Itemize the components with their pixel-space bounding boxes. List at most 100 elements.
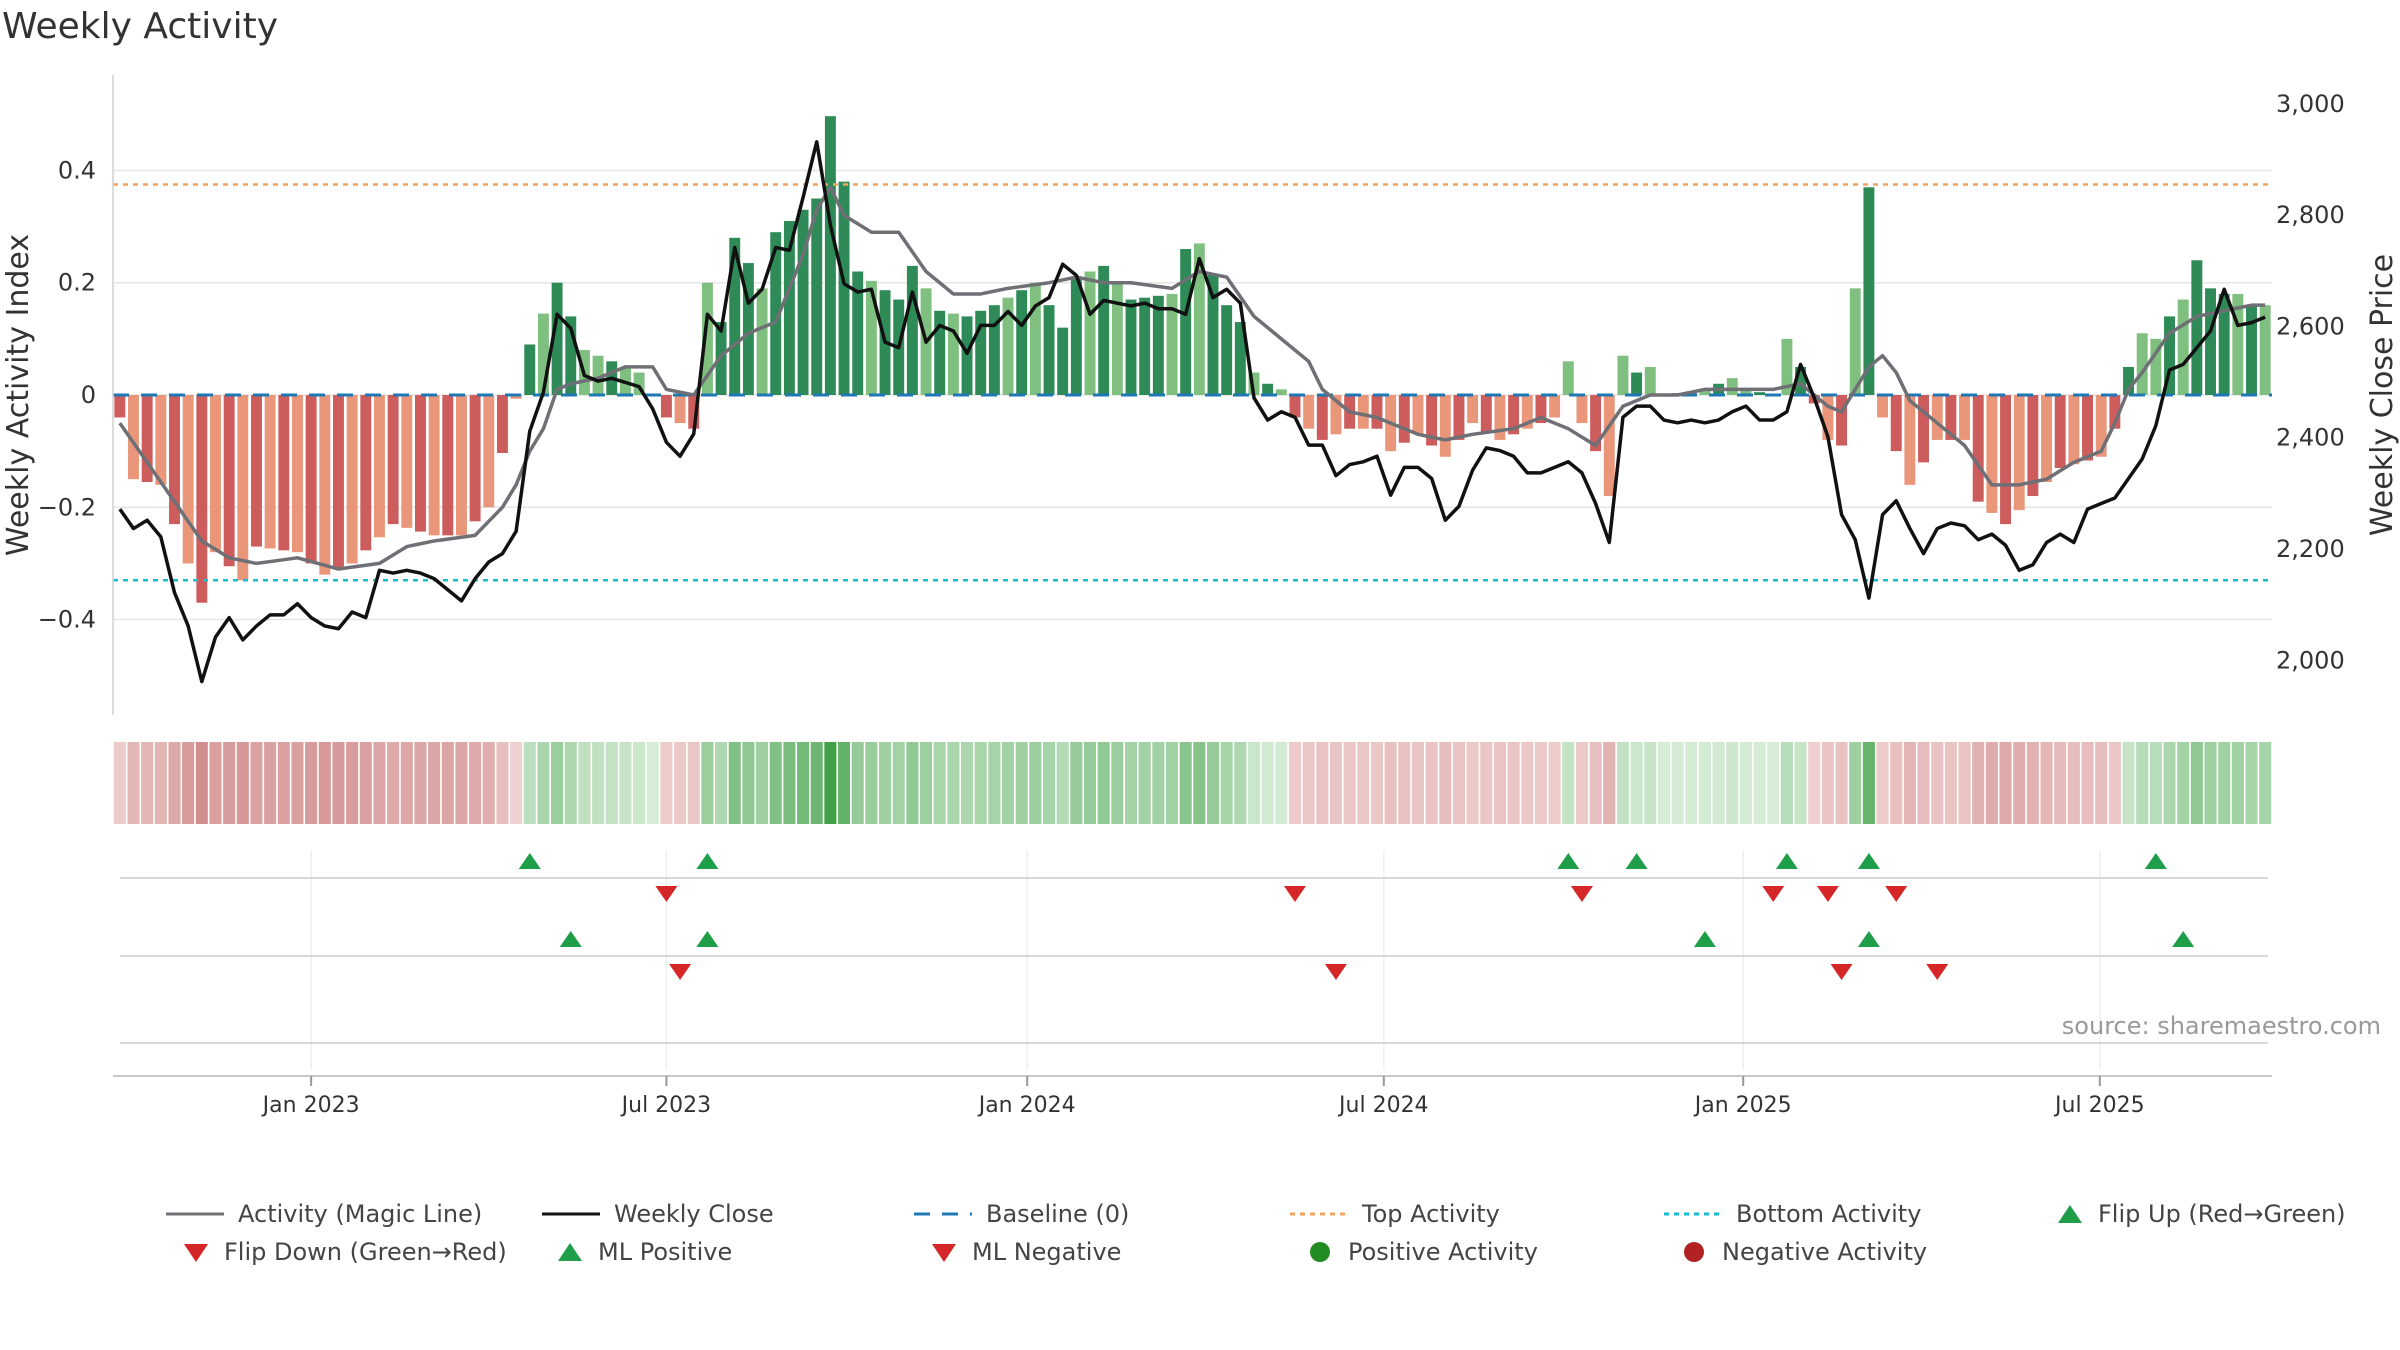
- heat-cell: [127, 742, 140, 824]
- flip-up-marker: [1775, 853, 1798, 869]
- heat-cell: [195, 742, 208, 824]
- triangle-down-red-icon: [184, 1244, 208, 1262]
- heat-cell: [441, 742, 454, 824]
- heat-cell: [1029, 742, 1042, 824]
- heat-cell: [592, 742, 605, 824]
- heat-cell: [428, 742, 441, 824]
- activity-bar: [1412, 395, 1424, 435]
- activity-bar: [1398, 395, 1410, 443]
- activity-bar: [2164, 316, 2175, 395]
- source-credit: source: sharemaestro.com: [2061, 1012, 2381, 1040]
- activity-bar: [797, 209, 809, 395]
- activity-bar: [1617, 355, 1629, 395]
- activity-bar: [373, 395, 385, 538]
- activity-bar: [237, 395, 249, 581]
- flip-down-marker: [1816, 886, 1839, 902]
- heat-cell: [1316, 742, 1329, 824]
- heat-cell: [1083, 742, 1097, 824]
- activity-bar: [1699, 389, 1711, 395]
- activity-bar: [1631, 372, 1643, 395]
- x-tick-label: Jan 2023: [261, 1093, 360, 1118]
- heat-cell: [619, 742, 632, 824]
- activity-bar: [155, 395, 167, 485]
- activity-bars: [114, 116, 2271, 603]
- activity-bar: [1849, 288, 1861, 395]
- heat-cell: [1862, 742, 1875, 824]
- flip-up-marker: [696, 853, 719, 869]
- activity-bar: [1494, 395, 1506, 440]
- x-tick-label: Jul 2023: [620, 1093, 712, 1118]
- activity-bar: [947, 313, 959, 395]
- heat-cell: [332, 742, 345, 824]
- activity-heat-strip: [113, 742, 2272, 824]
- heat-cell: [1985, 742, 1998, 824]
- heat-cell: [1425, 742, 1438, 824]
- heat-cell: [1780, 742, 1793, 824]
- legend-item-negative-activity: Negative Activity: [1680, 1238, 1927, 1266]
- heat-cell: [346, 742, 359, 824]
- heat-cell: [1411, 742, 1424, 824]
- activity-bar: [1193, 243, 1205, 395]
- legend-label: Top Activity: [1362, 1200, 1500, 1228]
- line-solid-gray-icon: [166, 1212, 224, 1216]
- activity-bar: [223, 395, 235, 567]
- activity-bar: [1603, 395, 1615, 497]
- heat-cell: [1685, 742, 1698, 824]
- activity-bar: [1070, 277, 1082, 395]
- heat-cell: [318, 742, 331, 824]
- heat-cell: [510, 742, 523, 824]
- activity-bar: [469, 395, 481, 522]
- activity-bar: [2095, 395, 2107, 457]
- heat-cell: [1493, 742, 1506, 824]
- activity-bar: [1890, 395, 1902, 452]
- ml-positive-marker: [2172, 931, 2195, 947]
- heat-cell: [892, 742, 905, 824]
- circle-green-icon: [1310, 1242, 1330, 1262]
- y-tick-label: 0: [81, 381, 96, 409]
- heat-cell: [1671, 742, 1684, 824]
- activity-bar: [483, 395, 495, 508]
- heat-cell: [1767, 742, 1780, 824]
- activity-bar: [674, 395, 686, 424]
- magic-line: [118, 185, 2266, 571]
- activity-bar: [319, 395, 331, 575]
- heat-cell: [879, 742, 892, 824]
- activity-bar: [537, 313, 549, 395]
- activity-bar: [1467, 395, 1479, 424]
- activity-bar: [1057, 327, 1069, 395]
- heat-cell: [2259, 742, 2272, 824]
- activity-bar: [1371, 395, 1383, 429]
- activity-bar: [1111, 282, 1123, 395]
- activity-bar: [742, 263, 754, 395]
- heat-cell: [1589, 742, 1602, 824]
- x-tick-label: Jan 2025: [1693, 1093, 1792, 1118]
- activity-bar: [1439, 395, 1451, 457]
- line-dotted-cyan-icon: [1664, 1212, 1722, 1216]
- activity-bar: [114, 395, 126, 418]
- ml-negative-marker: [669, 964, 692, 980]
- activity-bar: [2068, 395, 2080, 465]
- ml-negative-marker: [1324, 964, 1347, 980]
- heat-cell: [469, 742, 482, 824]
- heat-cell: [223, 742, 236, 824]
- legend-label: Baseline (0): [986, 1200, 1130, 1228]
- y-tick-label: 0.2: [58, 269, 96, 297]
- heat-cell: [387, 742, 400, 824]
- heat-cell: [141, 742, 154, 824]
- heat-cell: [1234, 742, 1247, 824]
- activity-bar: [1480, 395, 1492, 432]
- line-dotted-orange-icon: [1290, 1212, 1348, 1216]
- heat-cell: [414, 742, 427, 824]
- activity-bar: [2123, 366, 2134, 395]
- heat-cell: [728, 742, 741, 824]
- activity-bar: [128, 395, 139, 480]
- legend-item-positive-activity: Positive Activity: [1306, 1238, 1538, 1266]
- heat-cell: [291, 742, 304, 824]
- activity-bar: [414, 395, 426, 532]
- legend-item-weekly-close: Weekly Close: [542, 1200, 774, 1228]
- activity-bar: [2027, 395, 2039, 497]
- heat-cell: [797, 742, 810, 824]
- line-dashed-blue-icon: [914, 1212, 972, 1216]
- activity-bar: [1576, 395, 1588, 424]
- legend: Activity (Magic Line) Weekly Close Basel…: [0, 1200, 2400, 1280]
